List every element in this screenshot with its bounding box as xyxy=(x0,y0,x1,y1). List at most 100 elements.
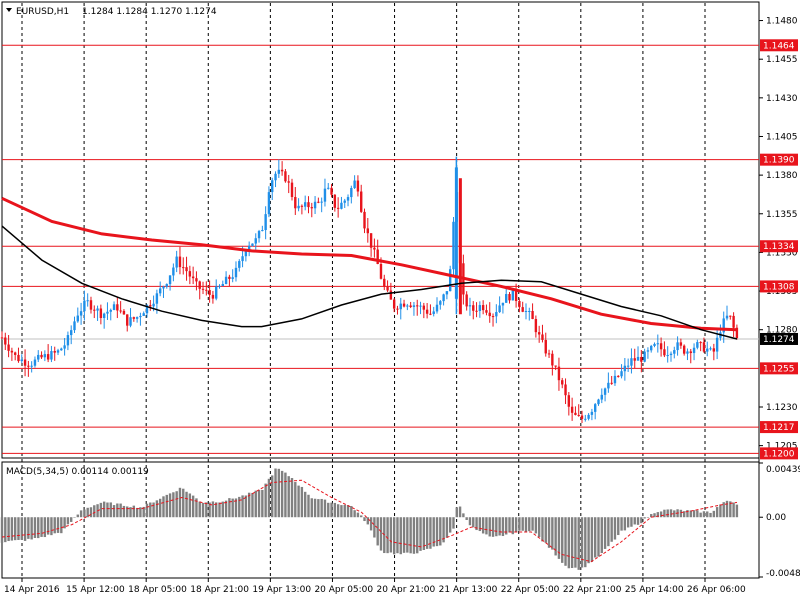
macd-bar xyxy=(43,517,47,538)
macd-bar xyxy=(412,517,416,554)
candle-body xyxy=(13,352,17,355)
macd-bar xyxy=(231,498,234,518)
macd-label: MACD(5,34,5) 0.00114 0.00119 xyxy=(6,467,149,477)
macd-bar xyxy=(284,472,287,518)
macd-histogram xyxy=(0,468,739,570)
macd-bar xyxy=(330,502,333,518)
macd-bar xyxy=(40,517,43,537)
macd-bar xyxy=(406,517,409,553)
macd-bar xyxy=(198,501,201,518)
time-tick-label: 22 Apr 21:00 xyxy=(563,585,622,595)
macd-bar xyxy=(139,507,142,518)
candle-body xyxy=(93,309,96,311)
candle-body xyxy=(313,201,317,209)
candle-body xyxy=(725,315,729,319)
candle-body xyxy=(99,308,103,318)
macd-bar xyxy=(241,495,244,518)
candle-body xyxy=(481,305,485,311)
price-tick-label: 1.1230 xyxy=(766,403,798,413)
candle-body xyxy=(587,414,590,419)
candle-body xyxy=(653,343,656,346)
candle-body xyxy=(267,192,271,215)
macd-bar xyxy=(99,502,103,518)
candle-body xyxy=(215,286,218,299)
macd-bar xyxy=(20,517,23,540)
candle-body xyxy=(564,384,567,396)
macd-bar xyxy=(106,502,109,518)
candle-body xyxy=(122,310,126,315)
macd-bar xyxy=(715,507,719,518)
macd-bar xyxy=(46,517,50,535)
candle-body xyxy=(528,311,531,313)
macd-bar xyxy=(521,517,524,531)
macd-bar xyxy=(4,517,7,543)
time-tick-label: 26 Apr 06:00 xyxy=(687,585,746,595)
candle-body xyxy=(149,305,152,307)
candle-body xyxy=(172,267,175,276)
macd-bar xyxy=(422,517,426,550)
candle-body xyxy=(132,317,136,319)
candle-body xyxy=(363,211,366,229)
candle-body xyxy=(643,351,646,362)
candle-body xyxy=(498,305,501,313)
candle-body xyxy=(109,309,112,312)
candle-body xyxy=(682,345,686,354)
candle-body xyxy=(712,348,716,352)
macd-bar xyxy=(112,505,116,518)
candle-body xyxy=(715,337,719,352)
candle-body xyxy=(343,200,346,203)
macd-bar xyxy=(257,489,261,518)
candle-body xyxy=(676,342,679,351)
candle-body xyxy=(406,305,409,307)
macd-bar xyxy=(323,499,327,518)
macd-bar xyxy=(303,491,307,518)
macd-bar xyxy=(340,505,343,518)
macd-bar xyxy=(666,509,669,518)
macd-bar xyxy=(518,517,521,531)
macd-bar xyxy=(373,517,376,538)
candle-body xyxy=(505,294,508,303)
candle-body xyxy=(633,358,636,361)
candle-body xyxy=(152,303,155,307)
candle-body xyxy=(323,188,327,202)
candle-body xyxy=(201,288,205,290)
candle-body xyxy=(327,187,330,189)
macd-bar xyxy=(37,517,40,539)
candle-body xyxy=(33,359,37,366)
macd-scale: 0.00439 0.00 -0.00484 xyxy=(759,462,800,579)
macd-bar xyxy=(485,517,488,535)
macd-bar xyxy=(435,517,439,547)
macd-bar xyxy=(185,491,188,518)
macd-bar xyxy=(547,517,551,548)
macd-bar xyxy=(472,517,475,528)
macd-bar xyxy=(465,517,468,520)
time-tick-label: 20 Apr 21:00 xyxy=(377,585,436,595)
macd-bar xyxy=(584,517,587,568)
macd-bar xyxy=(689,510,692,518)
ohlc-readout: 1.1284 1.1284 1.1270 1.1274 xyxy=(82,7,217,17)
candle-body xyxy=(454,167,458,299)
macd-bar xyxy=(640,517,643,524)
candle-body xyxy=(333,194,337,208)
candle-body xyxy=(732,315,735,328)
macd-bar xyxy=(7,517,10,542)
symbol-label: EURUSD,H1 xyxy=(16,7,69,17)
macd-bar xyxy=(369,517,373,531)
candle-body xyxy=(300,205,304,207)
candle-body xyxy=(656,343,660,345)
macd-bar xyxy=(234,498,238,518)
macd-bar xyxy=(244,495,248,518)
time-tick-label: 21 Apr 13:00 xyxy=(439,585,498,595)
candle-body xyxy=(521,307,524,312)
candle-body xyxy=(686,351,689,354)
macd-bar xyxy=(165,494,168,518)
triangle-down-icon[interactable] xyxy=(6,8,12,12)
candle-body xyxy=(280,169,284,172)
level-label-box xyxy=(760,447,798,460)
candle-body xyxy=(369,233,373,248)
time-tick-label: 18 Apr 21:00 xyxy=(190,585,249,595)
macd-bar xyxy=(73,517,76,518)
macd-bar xyxy=(376,517,379,546)
